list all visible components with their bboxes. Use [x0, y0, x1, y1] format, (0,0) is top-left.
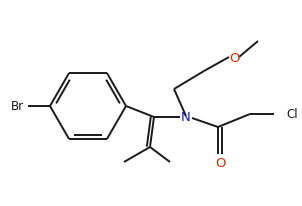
- Text: Cl: Cl: [286, 108, 298, 121]
- Text: N: N: [181, 111, 191, 124]
- Text: O: O: [215, 157, 225, 170]
- Text: Br: Br: [11, 100, 24, 113]
- Text: O: O: [229, 51, 239, 64]
